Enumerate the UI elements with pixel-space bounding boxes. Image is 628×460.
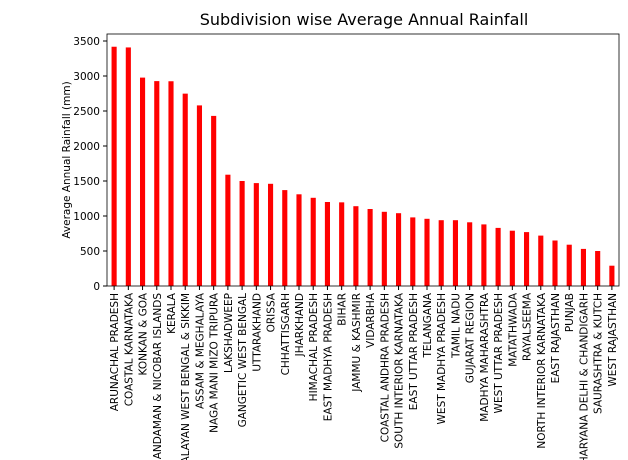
bar	[452, 220, 459, 286]
bar	[552, 240, 558, 286]
x-tick-label: BIHAR	[337, 293, 349, 326]
x-tick-label: KERALA	[166, 292, 178, 334]
bar	[566, 244, 572, 286]
x-tick-label: TELANGANA	[422, 292, 434, 358]
x-tick-label: SAURASHTRA & KUTCH	[593, 293, 605, 414]
bar	[125, 47, 131, 286]
x-tick-label: KONKAN & GOA	[138, 292, 150, 375]
y-tick-label: 3500	[73, 36, 100, 48]
bar	[609, 265, 615, 286]
plot-frame	[106, 33, 620, 287]
bar	[381, 211, 387, 286]
x-tick-label: EAST MADHYA PRADESH	[322, 293, 334, 421]
bar	[395, 213, 402, 286]
x-tick-label: COASTAL ANDHRA PRADESH	[379, 293, 391, 442]
x-tick-label: PUNJAB	[564, 293, 576, 332]
x-tick-label: ASSAM & MEGHALAYA	[194, 292, 206, 409]
bar	[367, 209, 373, 286]
bar	[253, 183, 259, 286]
bar	[467, 222, 473, 286]
x-tick-label: ANDAMAN & NICOBAR ISLANDS	[152, 293, 164, 460]
bar	[438, 220, 444, 286]
x-tick-label: CHHATTISGARH	[280, 293, 292, 375]
x-tick-label: WEST MADHYA PRADESH	[436, 293, 448, 424]
bar	[324, 202, 331, 286]
bar	[239, 181, 245, 286]
bar	[211, 115, 217, 287]
bar	[580, 248, 587, 286]
x-tick-label: WEST RAJASTHAN	[607, 293, 619, 387]
x-tick-label: ARUNACHAL PRADESH	[109, 293, 121, 411]
y-tick-label: 0	[93, 281, 100, 293]
x-tick-label: UTTARAKHAND	[251, 293, 263, 372]
x-tick-label: COASTAL KARNATAKA	[123, 292, 135, 406]
x-tick-label: GANGETIC WEST BENGAL	[237, 293, 249, 428]
bar	[154, 81, 160, 286]
bar	[595, 251, 601, 286]
x-tick-label: SUB HIMALAYAN WEST BENGAL & SIKKIM	[180, 293, 192, 460]
bar	[410, 217, 416, 286]
bar	[353, 206, 359, 286]
y-tick-label: 500	[80, 246, 100, 258]
bar	[139, 77, 146, 286]
bar	[267, 183, 274, 286]
x-tick-label: HIMACHAL PRADESH	[308, 293, 320, 401]
x-tick-label: LAKSHADWEEP	[223, 293, 235, 373]
x-tick-label: ORISSA	[266, 292, 278, 332]
bar	[282, 190, 288, 286]
y-tick-label: 1500	[73, 176, 100, 188]
bar	[481, 224, 487, 286]
chart-title: Subdivision wise Average Annual Rainfall	[200, 10, 529, 29]
y-tick-label: 1000	[73, 211, 100, 223]
x-tick-label: JAMMU & KASHMIR	[351, 293, 363, 393]
x-tick-label: GUJARAT REGION	[465, 293, 477, 383]
bar	[495, 227, 501, 286]
bar	[168, 81, 174, 286]
y-tick-label: 2500	[73, 106, 100, 118]
bar	[538, 235, 544, 286]
y-tick-label: 2000	[73, 141, 100, 153]
y-axis-label: Average Annual Rainfall (mm)	[61, 81, 73, 238]
x-tick-label: TAMIL NADU	[450, 293, 462, 359]
bar	[111, 46, 117, 286]
x-tick-label: HARYANA DELHI & CHANDIGARH	[578, 293, 590, 460]
bar	[509, 230, 515, 286]
bar	[310, 197, 316, 286]
bar	[196, 105, 203, 287]
bar	[182, 93, 188, 286]
x-tick-label: MATATHWADA	[507, 292, 519, 367]
bar	[339, 202, 345, 286]
x-tick-label: NORTH INTERIOR KARNATAKA	[536, 292, 548, 448]
bar	[523, 232, 530, 286]
bar	[225, 174, 231, 286]
x-tick-label: VIDARBHA	[365, 292, 377, 348]
x-tick-label: RAYALSEEMA	[522, 292, 534, 361]
x-tick-label: NAGA MANI MIZO TRIPURA	[209, 292, 221, 433]
x-tick-label: EAST UTTAR PRADESH	[408, 293, 420, 410]
x-tick-label: WEST UTTAR PRADESH	[493, 293, 505, 413]
bar	[296, 194, 302, 286]
x-tick-label: EAST RAJASTHAN	[550, 293, 562, 383]
x-tick-label: MADHYA MAHARASHTRA	[479, 292, 491, 422]
x-tick-label: SOUTH INTERIOR KARNATAKA	[394, 292, 406, 448]
y-tick-label: 3000	[73, 71, 100, 83]
bar	[424, 218, 430, 286]
x-tick-label: JHARKHAND	[294, 293, 306, 357]
